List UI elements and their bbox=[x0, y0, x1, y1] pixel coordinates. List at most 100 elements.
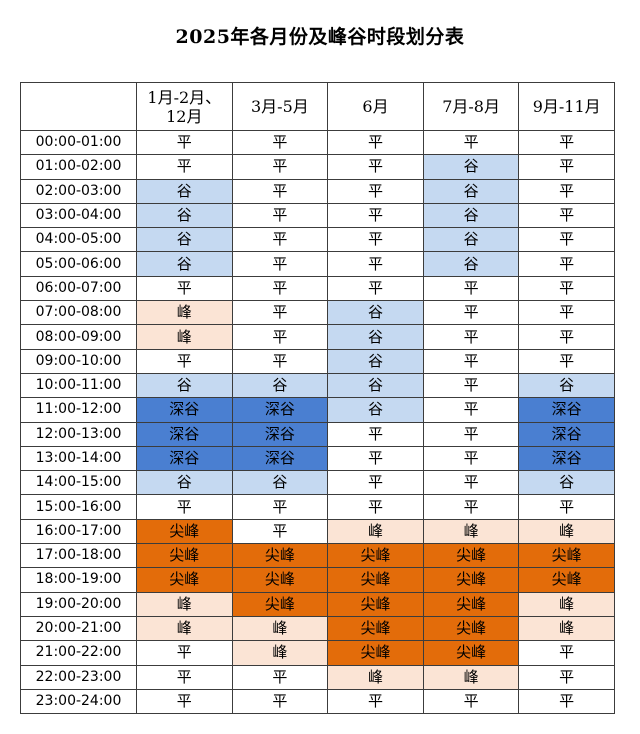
rate-cell: 深谷 bbox=[518, 421, 615, 447]
table-row: 06:00-07:00 平平平平平 bbox=[20, 275, 615, 302]
table-row: 14:00-15:00 谷谷平平谷 bbox=[20, 470, 615, 496]
rate-cell: 平 bbox=[136, 348, 233, 374]
rate-cell: 平 bbox=[136, 664, 233, 690]
rate-cell: 尖峰 bbox=[136, 518, 233, 545]
time-slot-cell: 19:00-20:00 bbox=[20, 591, 137, 617]
rate-cell: 谷 bbox=[518, 372, 615, 399]
rate-cell: 尖峰 bbox=[327, 543, 424, 569]
rate-cell: 平 bbox=[231, 324, 329, 350]
rate-cell: 谷 bbox=[327, 397, 424, 423]
time-slot-cell: 11:00-12:00 bbox=[20, 397, 137, 423]
rate-cell: 平 bbox=[231, 275, 329, 302]
rate-cell: 平 bbox=[231, 178, 329, 204]
rate-cell: 尖峰 bbox=[422, 615, 520, 642]
rate-cell: 尖峰 bbox=[422, 591, 520, 617]
rate-cell: 峰 bbox=[231, 615, 329, 642]
table-row: 16:00-17:00 尖峰平峰峰峰 bbox=[20, 518, 615, 545]
rate-cell: 深谷 bbox=[136, 445, 233, 472]
table-row: 05:00-06:00 谷平平谷平 bbox=[20, 251, 615, 277]
time-slot-cell: 07:00-08:00 bbox=[20, 300, 137, 326]
rate-cell: 平 bbox=[422, 494, 520, 520]
time-slot-cell: 06:00-07:00 bbox=[20, 275, 137, 302]
rate-cell: 尖峰 bbox=[327, 640, 424, 666]
header-period-mar-may: 3月-5月 bbox=[231, 82, 329, 131]
rate-cell: 峰 bbox=[136, 324, 233, 350]
rate-cell: 谷 bbox=[231, 470, 329, 496]
rate-cell: 峰 bbox=[136, 300, 233, 326]
time-slot-cell: 21:00-22:00 bbox=[20, 640, 137, 666]
rate-cell: 尖峰 bbox=[231, 543, 329, 569]
rate-cell: 平 bbox=[136, 154, 233, 180]
rate-cell: 峰 bbox=[136, 615, 233, 642]
rate-cell: 平 bbox=[518, 324, 615, 350]
table-row: 23:00-24:00 平平平平平 bbox=[20, 688, 615, 715]
header-period-sep-nov: 9月-11月 bbox=[518, 82, 615, 131]
rate-cell: 平 bbox=[422, 688, 520, 715]
rate-cell: 尖峰 bbox=[422, 640, 520, 666]
time-slot-cell: 16:00-17:00 bbox=[20, 518, 137, 545]
rate-cell: 平 bbox=[518, 348, 615, 374]
rate-cell: 平 bbox=[518, 178, 615, 204]
time-slot-cell: 00:00-01:00 bbox=[20, 129, 137, 156]
time-slot-cell: 13:00-14:00 bbox=[20, 445, 137, 472]
time-slot-cell: 23:00-24:00 bbox=[20, 688, 137, 715]
table-row: 21:00-22:00 平峰尖峰 尖峰平 bbox=[20, 640, 615, 666]
rate-cell: 尖峰 bbox=[231, 567, 329, 593]
table-row: 03:00-04:00 谷平平谷平 bbox=[20, 202, 615, 229]
rate-cell: 平 bbox=[518, 202, 615, 229]
rate-cell: 尖峰 bbox=[136, 543, 233, 569]
rate-cell: 峰 bbox=[518, 615, 615, 642]
time-slot-cell: 15:00-16:00 bbox=[20, 494, 137, 520]
rate-cell: 平 bbox=[422, 275, 520, 302]
rate-cell: 峰 bbox=[518, 518, 615, 545]
rate-cell: 谷 bbox=[136, 227, 233, 253]
page-title: 2025年各月份及峰谷时段划分表 bbox=[175, 26, 465, 48]
rate-cell: 平 bbox=[518, 227, 615, 253]
rate-cell: 谷 bbox=[327, 372, 424, 399]
rate-cell: 平 bbox=[518, 129, 615, 156]
time-slot-cell: 18:00-19:00 bbox=[20, 567, 137, 593]
time-slot-cell: 17:00-18:00 bbox=[20, 543, 137, 569]
rate-cell: 平 bbox=[327, 154, 424, 180]
rate-cell: 尖峰 bbox=[518, 543, 615, 569]
table-row: 20:00-21:00 峰峰尖峰 尖峰峰 bbox=[20, 615, 615, 642]
rate-cell: 平 bbox=[422, 445, 520, 472]
time-slot-cell: 01:00-02:00 bbox=[20, 154, 137, 180]
rate-cell: 深谷 bbox=[136, 397, 233, 423]
table-row: 02:00-03:00 谷平平谷平 bbox=[20, 178, 615, 204]
rate-cell: 尖峰 bbox=[422, 567, 520, 593]
rate-cell: 尖峰 bbox=[327, 567, 424, 593]
table-row: 13:00-14:00 深谷 深谷平平深谷 bbox=[20, 445, 615, 472]
rate-cell: 平 bbox=[518, 688, 615, 715]
rate-cell: 尖峰 bbox=[231, 591, 329, 617]
table-row: 09:00-10:00 平平谷平平 bbox=[20, 348, 615, 374]
rate-cell: 平 bbox=[231, 202, 329, 229]
time-slot-cell: 22:00-23:00 bbox=[20, 664, 137, 690]
rate-cell: 平 bbox=[327, 421, 424, 447]
rate-cell: 平 bbox=[136, 275, 233, 302]
table-row: 11:00-12:00 深谷 深谷谷平深谷 bbox=[20, 397, 615, 423]
time-slot-cell: 03:00-04:00 bbox=[20, 202, 137, 229]
rate-cell: 谷 bbox=[422, 251, 520, 277]
table-row: 19:00-20:00 峰尖峰 尖峰 尖峰峰 bbox=[20, 591, 615, 617]
rate-cell: 平 bbox=[231, 494, 329, 520]
rate-cell: 峰 bbox=[422, 664, 520, 690]
time-slot-cell: 04:00-05:00 bbox=[20, 227, 137, 253]
rate-cell: 深谷 bbox=[518, 397, 615, 423]
time-slot-cell: 12:00-13:00 bbox=[20, 421, 137, 447]
header-period-jul-aug: 7月-8月 bbox=[422, 82, 520, 131]
rate-cell: 平 bbox=[231, 688, 329, 715]
rate-cell: 谷 bbox=[422, 154, 520, 180]
rate-cell: 尖峰 bbox=[136, 567, 233, 593]
rate-cell: 平 bbox=[518, 251, 615, 277]
rate-cell: 平 bbox=[327, 129, 424, 156]
time-slot-cell: 09:00-10:00 bbox=[20, 348, 137, 374]
rate-cell: 平 bbox=[518, 275, 615, 302]
time-slot-cell: 08:00-09:00 bbox=[20, 324, 137, 350]
rate-cell: 峰 bbox=[231, 640, 329, 666]
rate-cell: 峰 bbox=[518, 591, 615, 617]
rate-cell: 深谷 bbox=[231, 397, 329, 423]
rate-cell: 平 bbox=[327, 251, 424, 277]
rate-cell: 尖峰 bbox=[518, 567, 615, 593]
rate-cell: 谷 bbox=[422, 227, 520, 253]
